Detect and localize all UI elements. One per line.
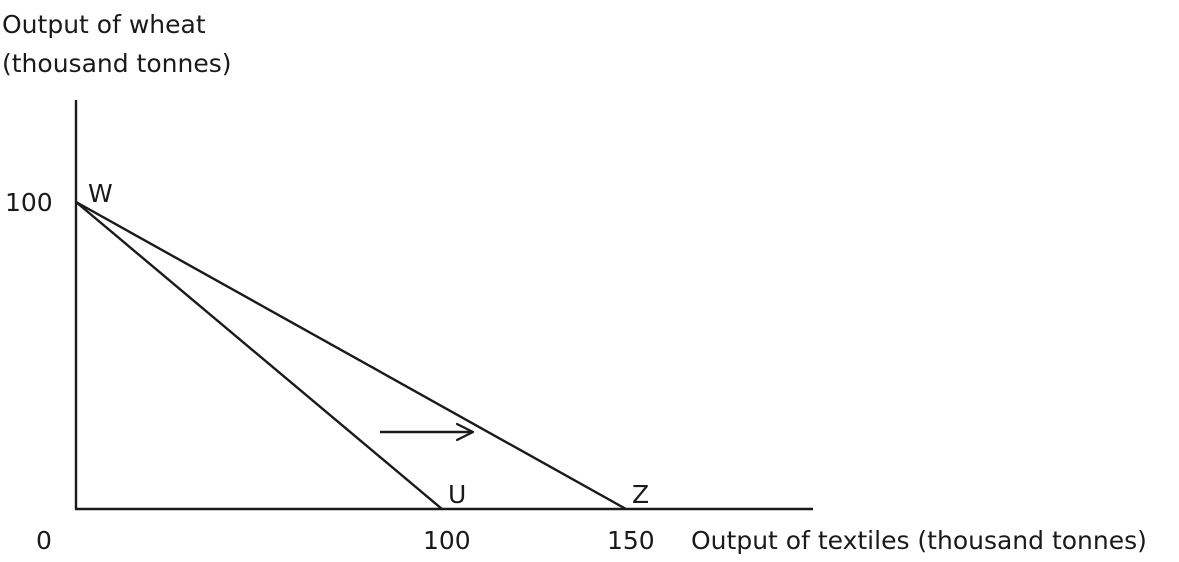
y-axis-label-line2: (thousand tonnes) <box>2 49 232 78</box>
x-tick-100: 100 <box>423 526 471 555</box>
ppf-line-wz <box>75 200 627 511</box>
point-label-w: W <box>88 179 113 208</box>
ppf-line-wu <box>75 201 443 510</box>
x-axis-label: Output of textiles (thousand tonnes) <box>691 526 1147 555</box>
y-tick-100: 100 <box>5 188 53 217</box>
origin-label: 0 <box>36 526 52 555</box>
point-label-z: Z <box>632 480 649 509</box>
y-axis-label-line1: Output of wheat <box>2 10 206 39</box>
shift-arrow <box>380 422 475 442</box>
point-label-u: U <box>448 480 466 509</box>
shift-arrow-head <box>455 422 475 442</box>
x-tick-150: 150 <box>607 526 655 555</box>
